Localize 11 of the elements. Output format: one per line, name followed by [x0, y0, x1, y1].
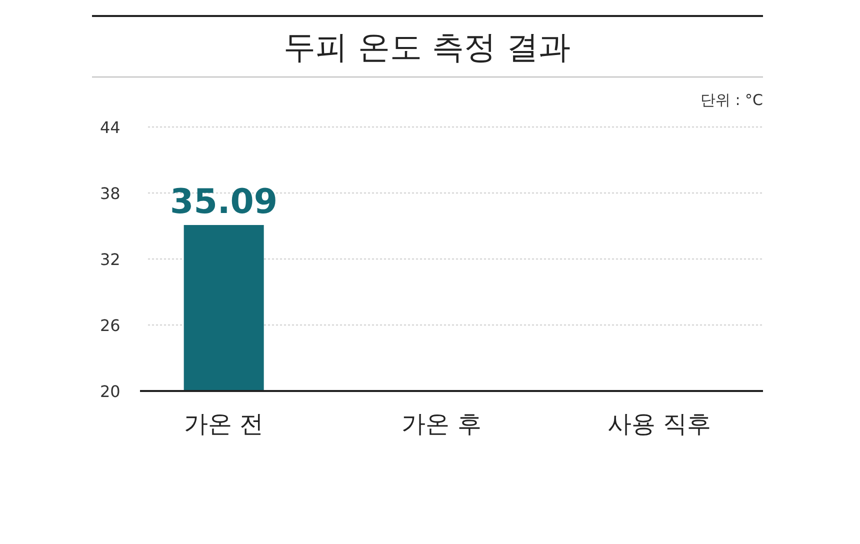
- y-tick-label: 26: [100, 316, 120, 335]
- y-tick-label: 44: [100, 118, 120, 137]
- x-tick-label: 가온 후: [402, 410, 482, 438]
- x-tick-label: 가온 전: [184, 410, 264, 438]
- x-tick-label: 사용 직후: [607, 410, 711, 438]
- data-label: 35.09: [170, 182, 278, 222]
- y-tick-label: 20: [100, 382, 120, 401]
- y-tick-label: 38: [100, 184, 120, 203]
- y-tick-label: 32: [100, 250, 120, 269]
- chart-title: 두피 온도 측정 결과: [284, 28, 570, 66]
- text: 단위 : °C: [700, 91, 763, 109]
